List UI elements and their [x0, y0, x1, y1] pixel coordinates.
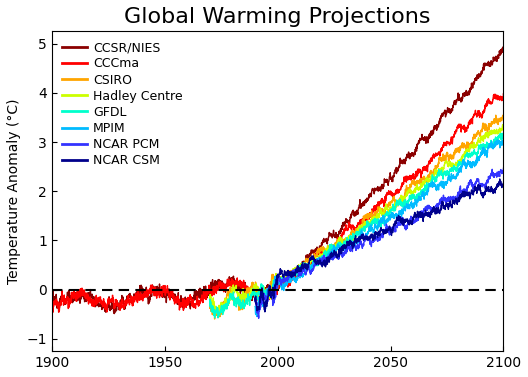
Legend: CCSR/NIES, CCCma, CSIRO, Hadley Centre, GFDL, MPIM, NCAR PCM, NCAR CSM: CCSR/NIES, CCCma, CSIRO, Hadley Centre, …: [58, 38, 186, 171]
Title: Global Warming Projections: Global Warming Projections: [125, 7, 431, 27]
Y-axis label: Temperature Anomaly (°C): Temperature Anomaly (°C): [7, 98, 21, 284]
